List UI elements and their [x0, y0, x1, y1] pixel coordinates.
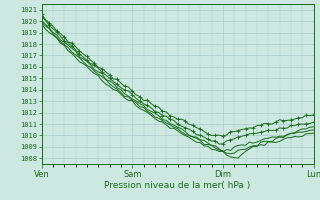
X-axis label: Pression niveau de la mer( hPa ): Pression niveau de la mer( hPa ) [104, 181, 251, 190]
